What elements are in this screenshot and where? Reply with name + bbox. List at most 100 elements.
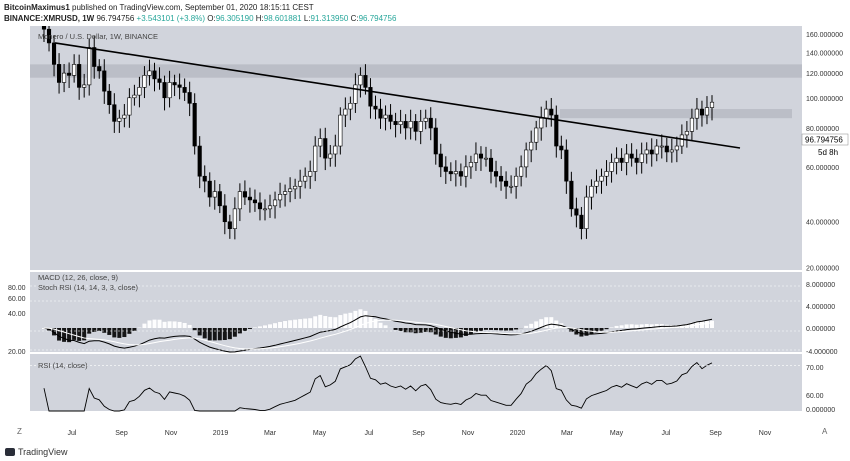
publish-info: published on TradingView.com, September … xyxy=(72,3,314,12)
macd-histogram-bar xyxy=(217,328,222,341)
macd-histogram-bar xyxy=(202,328,207,339)
macd-histogram-bar xyxy=(283,321,288,328)
macd-histogram-bar xyxy=(549,317,554,328)
macd-histogram-bar xyxy=(57,328,62,341)
zoom-right-icon[interactable]: A xyxy=(822,427,828,436)
macd-line xyxy=(43,315,713,353)
rsi-line xyxy=(43,355,713,412)
macd-histogram-bar xyxy=(393,328,398,330)
candle-body xyxy=(559,145,564,151)
candle-body xyxy=(684,131,689,136)
macd-histogram-bar xyxy=(378,322,383,328)
candle-body xyxy=(313,145,318,172)
macd-histogram-bar xyxy=(207,328,212,341)
macd-histogram-bar xyxy=(112,328,117,338)
macd-histogram-bar xyxy=(463,328,468,336)
candle-body xyxy=(564,149,569,182)
price-axis: 160.000000 140.000000 120.000000 100.000000… xyxy=(8,32,843,414)
candle-body xyxy=(413,121,418,132)
macd-histogram-bar xyxy=(483,328,488,330)
candle-body xyxy=(458,171,463,177)
resistance-zones xyxy=(30,64,802,119)
macd-histogram-bar xyxy=(413,328,418,334)
candle-body xyxy=(644,149,649,155)
candle-body xyxy=(569,180,574,210)
time-axis: Jul Sep Nov 2019 Mar May Jul Sep Nov 2020 Mar May Ju… xyxy=(68,430,772,437)
macd-histogram-bar xyxy=(343,313,348,328)
macd-histogram-bar xyxy=(227,328,232,340)
macd-histogram-bar xyxy=(403,328,408,333)
candle-body xyxy=(77,64,82,88)
candle-body xyxy=(137,87,142,96)
candle-body xyxy=(333,145,338,155)
candle-body xyxy=(152,70,157,80)
candle-body xyxy=(172,82,177,86)
candle-body xyxy=(267,205,273,210)
close-label: C: xyxy=(350,14,359,23)
candle-body xyxy=(398,121,403,125)
candle-body xyxy=(147,70,152,76)
macd-histogram-bar xyxy=(408,328,413,333)
macd-histogram-bar xyxy=(494,328,499,331)
candle-body xyxy=(493,171,499,177)
candle-body xyxy=(227,221,232,229)
candle-body xyxy=(473,153,478,163)
stoch-tick-label: 20.00 xyxy=(8,349,26,356)
candle-body xyxy=(604,171,609,177)
candle-body xyxy=(272,199,278,207)
candle-body xyxy=(57,64,62,83)
pane-background xyxy=(30,26,802,270)
pane-background xyxy=(30,272,802,352)
time-axis-background xyxy=(0,412,850,434)
macd-histogram-bar xyxy=(504,328,509,331)
candle-body xyxy=(328,153,333,159)
time-tick-label: May xyxy=(313,430,327,437)
candle-body xyxy=(649,149,654,155)
stoch-tick-label: 40.00 xyxy=(8,311,26,318)
symbol-label[interactable]: BINANCE:XMRUSD, 1W xyxy=(4,14,95,23)
candle-body xyxy=(534,127,539,143)
descending-trendline[interactable] xyxy=(54,42,741,149)
rsi-pane xyxy=(30,355,802,412)
macd-histogram-bar xyxy=(614,325,619,328)
macd-histogram-bar xyxy=(172,321,177,328)
macd-histogram-bar xyxy=(232,328,237,337)
candle-body xyxy=(654,145,659,155)
macd-histogram-bar xyxy=(122,328,127,338)
candle-body xyxy=(363,75,368,88)
author-name[interactable]: BitcoinMaximus1 xyxy=(4,3,70,12)
tradingview-logo-icon[interactable]: TradingView xyxy=(5,447,68,457)
chart-area[interactable]: 160.000000 140.000000 120.000000 100.000000… xyxy=(0,26,850,444)
macd-histogram-bar xyxy=(473,328,478,333)
macd-histogram-bar xyxy=(77,328,82,341)
macd-histogram-bar xyxy=(423,328,428,332)
candle-body xyxy=(92,47,97,67)
candle-body xyxy=(162,82,167,99)
candle-body xyxy=(247,196,252,201)
rsi-tick-label: 70.00 xyxy=(806,365,824,372)
candle-body xyxy=(478,153,484,159)
countdown-label: 5d 8h xyxy=(818,148,838,157)
macd-histogram-bar xyxy=(242,328,247,331)
macd-histogram-bar xyxy=(273,323,278,328)
candle-body xyxy=(353,84,358,104)
macd-histogram-bar xyxy=(323,316,328,328)
stoch-tick-label: 60.00 xyxy=(8,296,26,303)
candle-body xyxy=(41,26,47,30)
macd-histogram-bar xyxy=(478,328,483,331)
macd-histogram-bar xyxy=(82,328,87,341)
candle-body xyxy=(217,191,222,207)
macd-histogram-bar xyxy=(107,328,112,335)
candle-body xyxy=(428,117,433,129)
candle-body xyxy=(378,108,383,119)
candle-body xyxy=(338,114,343,147)
candle-body xyxy=(594,180,599,187)
candle-body xyxy=(403,121,408,129)
zoom-left-icon[interactable]: Z xyxy=(17,427,22,436)
candle-body xyxy=(438,153,443,168)
macd-signal-line xyxy=(43,319,713,350)
candle-body xyxy=(82,84,87,88)
macd-histogram-bar xyxy=(237,328,242,334)
candle-body xyxy=(187,92,192,104)
candle-body xyxy=(177,84,182,88)
